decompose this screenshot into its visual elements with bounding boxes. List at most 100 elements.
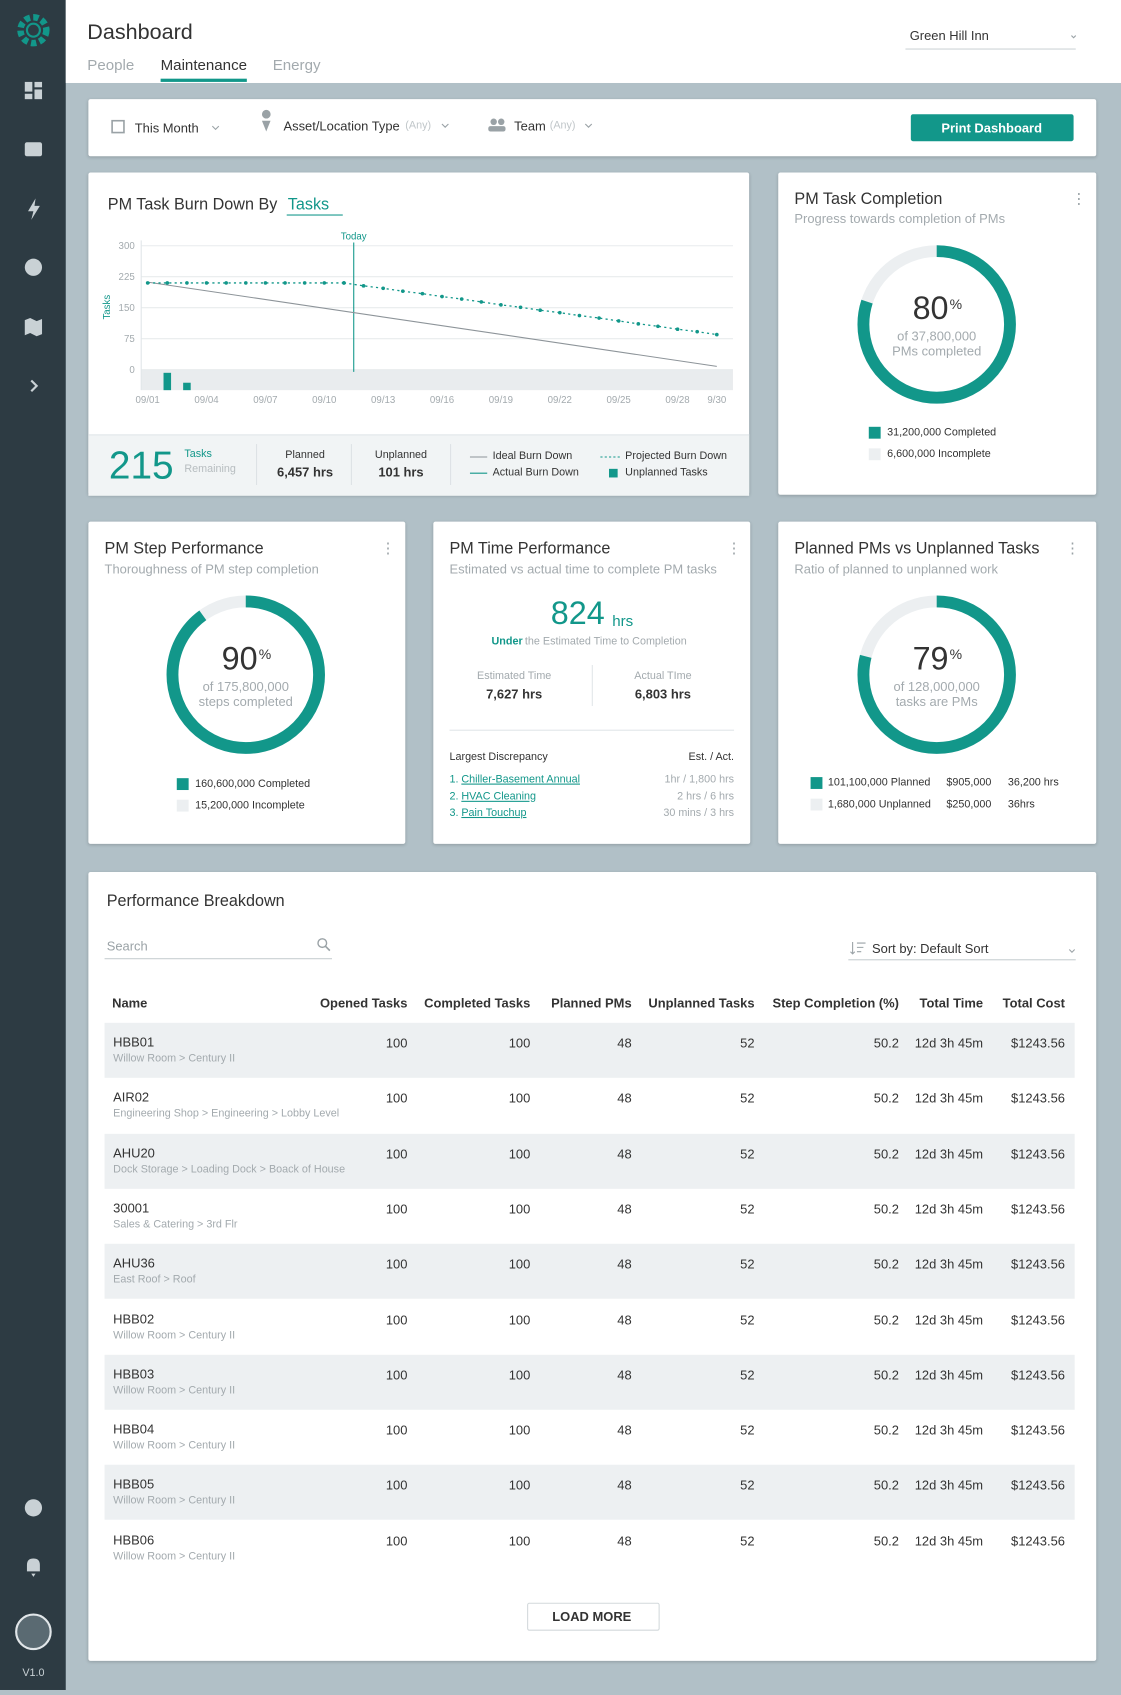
table-cell: 100 — [385, 1478, 408, 1494]
team-filter-value: (Any) — [549, 119, 576, 132]
donut-unit: % — [949, 646, 963, 663]
estimated-time: 7,627 hrs — [486, 686, 543, 702]
sidebar: V1.0 — [0, 0, 66, 1690]
sidebar-icons — [15, 14, 52, 1651]
table-cell: 52 — [740, 1035, 755, 1051]
filter-icons — [111, 35, 1077, 134]
team-filter[interactable]: Team — [514, 118, 546, 134]
table-cell: 12d 3h 45m — [914, 1035, 984, 1051]
table-cell: 48 — [617, 1312, 632, 1328]
table-cell: 50.2 — [873, 1201, 899, 1217]
row-location: Willow Room > Century II — [113, 1053, 236, 1065]
table-cell: 100 — [385, 1035, 408, 1051]
table-cell: 100 — [508, 1312, 531, 1328]
search-input[interactable]: Search — [106, 938, 148, 954]
discrepancy-link[interactable]: HVAC Cleaning — [461, 790, 537, 803]
load-more-button[interactable] — [527, 1602, 660, 1631]
table-cell: 12d 3h 45m — [914, 1256, 984, 1273]
table-cell: 12d 3h 45m — [914, 1367, 984, 1383]
donut-caption: steps completed — [198, 694, 293, 710]
tab[interactable]: People — [87, 56, 135, 74]
card-title: PM Task Burn Down By — [107, 195, 278, 214]
menu[interactable]: ⋮ — [726, 538, 742, 557]
menu[interactable]: ⋮ — [380, 538, 396, 557]
table-cell: 100 — [508, 1035, 531, 1051]
column-header: Completed Tasks — [424, 995, 531, 1011]
remaining-sub: Remaining — [184, 463, 236, 476]
discrepancy-rank: 2. — [449, 790, 459, 803]
nav-map[interactable] — [24, 317, 43, 337]
tab-active[interactable]: Maintenance — [160, 56, 248, 74]
row-location: Sales & Catering > 3rd Flr — [113, 1218, 238, 1231]
legend-label: $250,000 — [946, 798, 992, 811]
sort-select[interactable]: Sort by: Default Sort — [872, 940, 989, 957]
table-cell: 50.2 — [873, 1256, 899, 1273]
legend-label: 101,100,000 Planned — [827, 777, 931, 789]
selector-underline — [286, 214, 343, 216]
nav-dashboard[interactable] — [24, 81, 43, 100]
table-cell: $1243.56 — [1011, 1422, 1065, 1438]
legend-label: 15,200,000 Incomplete — [195, 799, 305, 812]
card-title: Performance Breakdown — [106, 891, 285, 911]
card-title: PM Step Performance — [104, 539, 264, 558]
table-cell: 12d 3h 45m — [914, 1478, 984, 1494]
table-cell: 12d 3h 45m — [914, 1091, 984, 1107]
row-location: Willow Room > Century II — [113, 1329, 236, 1342]
print-button[interactable] — [910, 114, 1074, 142]
card-title: PM Task Completion — [794, 190, 943, 209]
menu[interactable]: ⋮ — [1064, 538, 1081, 557]
row-name: AHU36 — [113, 1255, 155, 1271]
table-cell: 52 — [740, 1312, 755, 1328]
nav-maintenance[interactable] — [24, 142, 43, 157]
discrepancy-times: 30 mins / 3 hrs — [663, 807, 735, 820]
period-filter[interactable]: This Month — [134, 120, 199, 136]
discrepancy-times: 1hr / 1,800 hrs — [664, 773, 735, 786]
unplanned-label: Unplanned — [374, 449, 428, 462]
unplanned-hours: 101 hrs — [378, 464, 424, 480]
table-cell: 100 — [508, 1367, 531, 1383]
table-cell: 12d 3h 45m — [914, 1312, 984, 1328]
table-cell: $1243.56 — [1011, 1035, 1065, 1051]
time-variance: 824 — [550, 596, 605, 632]
table-cell: 52 — [740, 1091, 755, 1107]
table-cell: 100 — [385, 1091, 408, 1107]
legend-label: Unplanned Tasks — [625, 466, 708, 479]
legend-label: 160,600,000 Completed — [195, 778, 311, 791]
table-cell: 100 — [508, 1478, 531, 1494]
table-cell: $1243.56 — [1011, 1478, 1065, 1494]
table-cell: 12d 3h 45m — [914, 1422, 984, 1438]
chart-selector[interactable]: Tasks — [287, 195, 330, 214]
table-cell: 50.2 — [873, 1478, 899, 1494]
nav-notifications[interactable] — [26, 1558, 40, 1577]
menu[interactable]: ⋮ — [1071, 189, 1087, 207]
row-location: Dock Storage > Loading Dock > Boack of H… — [113, 1163, 346, 1176]
table-cell: $1243.56 — [1011, 1091, 1065, 1107]
nav-people[interactable] — [24, 258, 43, 276]
row-name: HBB03 — [113, 1366, 155, 1382]
nav-energy[interactable] — [28, 198, 40, 220]
discrepancy-rank: 1. — [449, 773, 459, 786]
table-cell: 100 — [385, 1312, 408, 1328]
donut-total: of 175,800,000 — [202, 679, 289, 695]
logo[interactable] — [17, 14, 50, 47]
row-shade — [104, 1022, 1075, 1078]
tab[interactable]: Energy — [272, 56, 321, 74]
donut-unit: % — [258, 646, 272, 663]
nav-add[interactable] — [24, 1499, 43, 1517]
asset-filter[interactable]: Asset/Location Type — [283, 118, 400, 134]
property-select[interactable]: Green Hill Inn — [909, 28, 989, 44]
nav-expand[interactable] — [30, 379, 39, 393]
table-cell: 52 — [740, 1422, 755, 1438]
card-title: PM Time Performance — [449, 539, 611, 558]
discrepancy-link[interactable]: Pain Touchup — [461, 807, 527, 820]
table-cell: 100 — [508, 1091, 531, 1107]
table-cell: 50.2 — [873, 1367, 899, 1383]
discrepancy-link[interactable]: Chiller-Basement Annual — [461, 773, 580, 786]
avatar[interactable] — [15, 1613, 52, 1651]
discrepancy-rank: 3. — [449, 807, 459, 820]
row-location: Willow Room > Century II — [113, 1440, 236, 1452]
table-cell: 100 — [508, 1533, 531, 1549]
version: V1.0 — [22, 1667, 45, 1680]
table-cell: 100 — [508, 1146, 531, 1162]
